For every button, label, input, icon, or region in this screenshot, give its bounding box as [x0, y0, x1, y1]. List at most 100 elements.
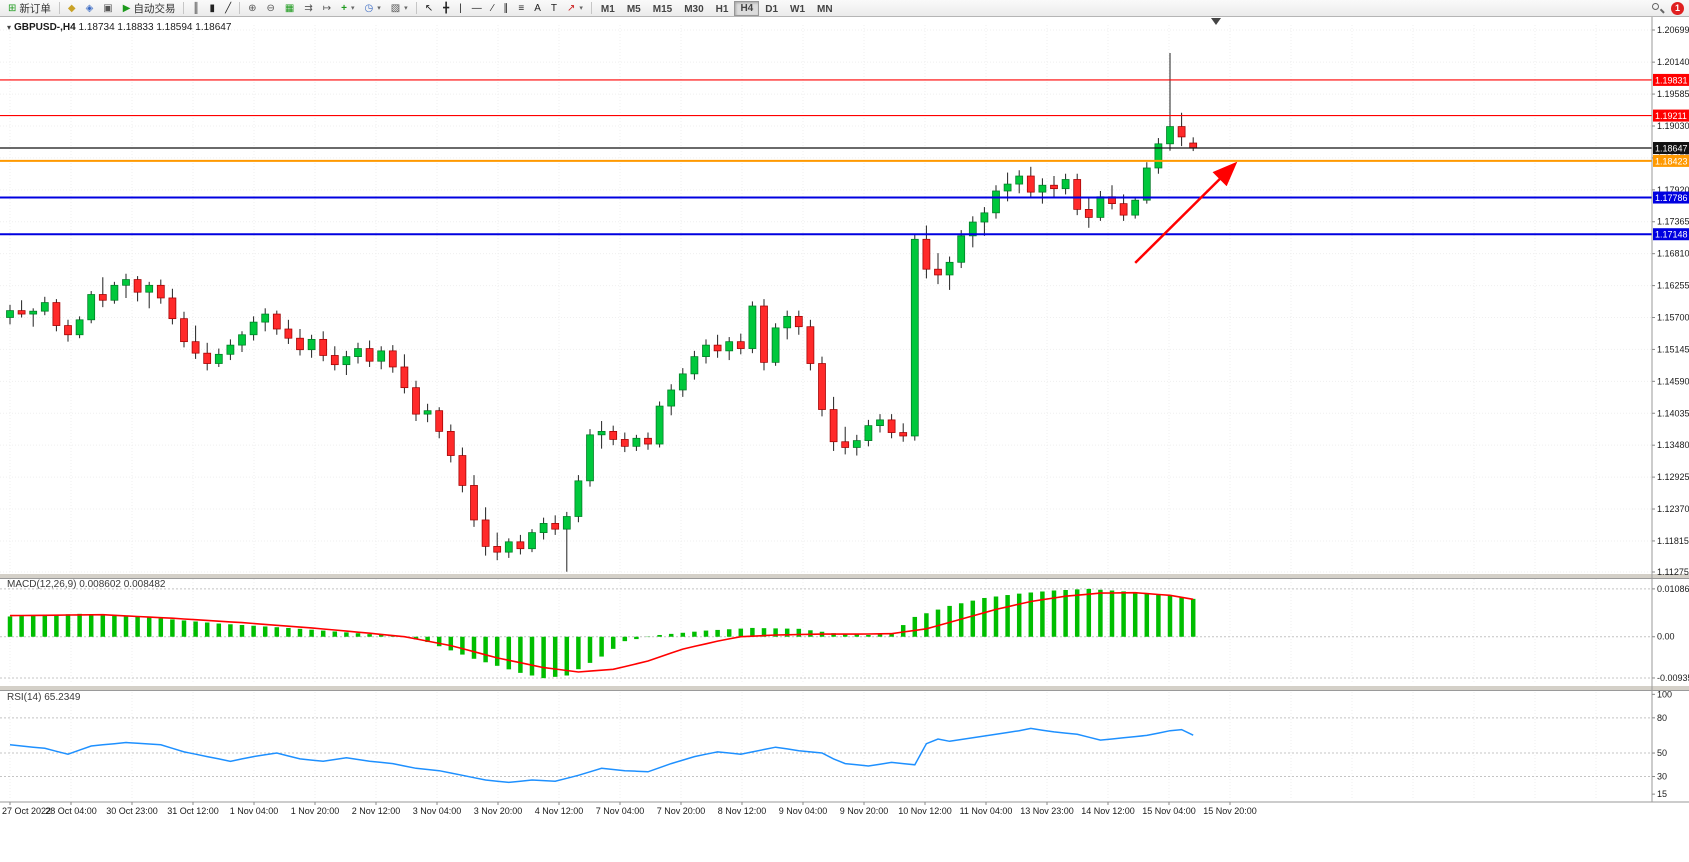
cursor-tool-button[interactable]: ↖ — [420, 1, 438, 16]
search-icon[interactable] — [1651, 2, 1664, 15]
chart-line-button[interactable]: ╱ — [220, 1, 236, 16]
svg-text:15 Nov 04:00: 15 Nov 04:00 — [1142, 806, 1196, 816]
panel-splitter-rsi[interactable] — [0, 686, 1689, 691]
chart-shift-button[interactable]: ↦ — [318, 1, 336, 16]
timeframe-h1-button[interactable]: H1 — [715, 3, 729, 15]
svg-text:28 Oct 04:00: 28 Oct 04:00 — [45, 806, 97, 816]
svg-text:11 Nov 04:00: 11 Nov 04:00 — [960, 806, 1013, 816]
text-icon: A — [534, 2, 541, 14]
svg-text:13 Nov 23:00: 13 Nov 23:00 — [1020, 806, 1074, 816]
svg-text:2 Nov 12:00: 2 Nov 12:00 — [352, 806, 401, 816]
timeframe-mn-button[interactable]: MN — [817, 3, 833, 15]
svg-text:14 Nov 12:00: 14 Nov 12:00 — [1081, 806, 1135, 816]
indicators-button[interactable]: + ▾ — [336, 1, 359, 16]
horizontal-line-icon: — — [471, 2, 482, 14]
timeframe-d1-button[interactable]: D1 — [765, 3, 779, 15]
timeframe-w1-button[interactable]: W1 — [790, 3, 806, 15]
vertical-line-tool-button[interactable]: | — [454, 1, 467, 16]
fibonacci-tool-button[interactable]: ≡ — [513, 1, 529, 16]
auto-scroll-button[interactable]: ⇉ — [299, 1, 317, 16]
text-label-icon: T — [550, 2, 558, 14]
svg-text:3 Nov 20:00: 3 Nov 20:00 — [474, 806, 523, 816]
price-tag-1.18647 — [1653, 142, 1689, 155]
arrows-tool-button[interactable]: ↗ ▾ — [562, 1, 588, 16]
svg-text:1.16810: 1.16810 — [1657, 249, 1689, 259]
market-watch-button[interactable]: ◆ — [63, 1, 81, 16]
indicators-add-icon: + — [341, 2, 347, 14]
chart-shift-marker[interactable] — [1211, 18, 1221, 25]
trendline-tool-button[interactable]: ∕ — [487, 1, 499, 16]
cursor-icon: ↖ — [424, 2, 434, 14]
svg-text:1.12925: 1.12925 — [1657, 472, 1689, 482]
navigator-button[interactable]: ◈ — [81, 1, 99, 16]
zoom-in-button[interactable]: ⊕ — [243, 1, 261, 16]
svg-text:1.17365: 1.17365 — [1657, 217, 1689, 227]
svg-text:1.14590: 1.14590 — [1657, 376, 1689, 386]
autotrading-icon: ▶ — [122, 2, 131, 14]
main-toolbar: ⊞ 新订单 ◆ ◈ ▣ ▶ 自动交易 ║ ▮ ╱ ⊕ ⊖ ▦ ⇉ ↦ + ▾ — [0, 0, 1689, 17]
text-tool-button[interactable]: A — [529, 1, 546, 16]
notification-badge[interactable]: 1 — [1671, 1, 1684, 15]
label-tool-button[interactable]: T — [546, 1, 562, 16]
toolbar-separator — [58, 2, 60, 14]
line-chart-icon: ╱ — [225, 2, 232, 14]
timeframe-m5-button[interactable]: M5 — [626, 3, 641, 15]
horizontal-line-tool-button[interactable]: — — [467, 1, 487, 16]
svg-text:1.13480: 1.13480 — [1657, 440, 1689, 450]
svg-text:1.18647: 1.18647 — [1655, 144, 1688, 154]
svg-text:9 Nov 20:00: 9 Nov 20:00 — [840, 806, 889, 816]
macd-signal-line — [9, 591, 1194, 673]
svg-text:1.19585: 1.19585 — [1657, 89, 1689, 99]
svg-text:1.17786: 1.17786 — [1655, 193, 1688, 203]
svg-text:15: 15 — [1657, 789, 1667, 799]
autotrading-button[interactable]: ▶ 自动交易 — [118, 1, 181, 16]
timeframe-m30-button[interactable]: M30 — [684, 3, 704, 15]
chart-candles-button[interactable]: ▮ — [205, 1, 221, 16]
price-tags: 1.19831 1.19211 1.18647 1.18423 1.17786 1.171… — [1653, 73, 1689, 241]
svg-text:50: 50 — [1657, 748, 1667, 758]
tile-windows-icon: ▦ — [284, 2, 295, 14]
svg-text:-0.009358: -0.009358 — [1657, 673, 1689, 683]
grid — [0, 25, 1652, 800]
toolbar-separator — [239, 2, 241, 14]
rsi-panel — [0, 717, 1652, 778]
timeframe-m15-button[interactable]: M15 — [652, 3, 673, 15]
svg-text:1.11275: 1.11275 — [1657, 567, 1689, 577]
price-axis[interactable]: 1.206991.201401.195851.190301.184751.179… — [1651, 17, 1689, 802]
terminal-button[interactable]: ▣ — [98, 1, 117, 16]
tile-windows-button[interactable]: ▦ — [280, 1, 299, 16]
market-watch-icon: ◆ — [67, 2, 76, 14]
svg-text:1.19211: 1.19211 — [1655, 111, 1687, 121]
svg-text:1.19030: 1.19030 — [1657, 121, 1689, 131]
svg-text:1.14035: 1.14035 — [1657, 408, 1689, 418]
price-tag-1.17786 — [1653, 191, 1689, 204]
zoom-out-button[interactable]: ⊖ — [261, 1, 279, 16]
chevron-down-icon: ▾ — [579, 5, 583, 12]
new-order-icon: ⊞ — [8, 2, 17, 14]
svg-text:30: 30 — [1657, 772, 1667, 782]
horizontal-lines[interactable] — [0, 79, 1652, 236]
terminal-icon: ▣ — [103, 2, 113, 14]
channel-tool-button[interactable]: ∥ — [498, 1, 513, 16]
chart-window[interactable]: 1.206991.201401.195851.190301.184751.179… — [0, 17, 1689, 862]
svg-text:7 Nov 04:00: 7 Nov 04:00 — [596, 806, 645, 816]
crosshair-tool-button[interactable]: ╋ — [438, 1, 454, 16]
price-tag-1.17148 — [1653, 228, 1689, 241]
panel-splitter-macd[interactable] — [0, 574, 1689, 579]
templates-button[interactable]: ▧ ▾ — [386, 1, 413, 16]
svg-text:1.15145: 1.15145 — [1657, 344, 1689, 354]
svg-text:4 Nov 12:00: 4 Nov 12:00 — [535, 806, 584, 816]
periods-button[interactable]: ◷ ▾ — [359, 1, 385, 16]
autotrading-label: 自动交易 — [133, 2, 176, 15]
new-order-button[interactable]: ⊞ 新订单 — [3, 1, 56, 16]
svg-text:30 Oct 23:00: 30 Oct 23:00 — [106, 806, 158, 816]
timeframe-h4-button[interactable]: H4 — [734, 0, 760, 16]
svg-text:1.20699: 1.20699 — [1657, 25, 1689, 35]
timeframe-m1-button[interactable]: M1 — [600, 3, 615, 15]
svg-text:7 Nov 20:00: 7 Nov 20:00 — [657, 806, 706, 816]
chart-canvas[interactable]: 1.206991.201401.195851.190301.184751.179… — [0, 17, 1689, 862]
rsi-line — [9, 727, 1194, 784]
chart-bars-button[interactable]: ║ — [187, 1, 204, 16]
trend-arrow[interactable] — [1134, 161, 1238, 264]
